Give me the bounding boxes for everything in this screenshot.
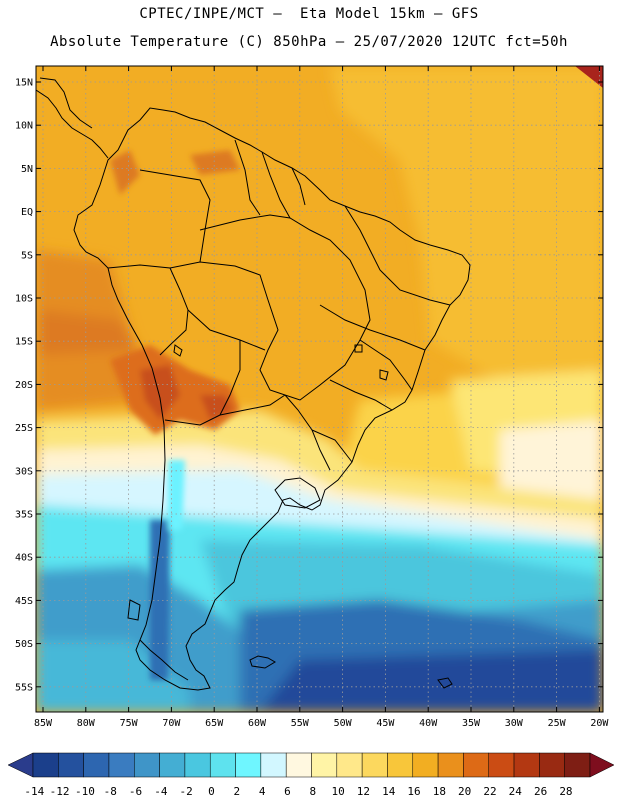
colorbar: -14 -12 -10 -8 -6 -4 -2 0 2 4 6 8 10 12 14 16 18 20 22 24 26… xyxy=(7,752,615,798)
lon-label: 70W xyxy=(162,718,181,729)
lon-label: 80W xyxy=(77,718,96,729)
colorbar-tick-label: 2 xyxy=(233,785,240,798)
colorbar-tick-label: 12 xyxy=(357,785,370,798)
colorbar-swatch xyxy=(488,752,515,778)
colorbar-swatch xyxy=(361,752,388,778)
colorbar-swatch xyxy=(58,752,84,778)
colorbar-swatch xyxy=(539,752,565,778)
colorbar-swatch xyxy=(513,752,540,778)
lat-label: 10S xyxy=(15,294,33,305)
lon-label: 25W xyxy=(548,718,567,729)
lat-label: 10N xyxy=(15,121,33,132)
colorbar-swatch xyxy=(336,752,363,778)
lat-label: 55S xyxy=(15,682,33,693)
colorbar-tick-label: 26 xyxy=(534,785,547,798)
lon-label: 60W xyxy=(248,718,267,729)
lat-label: 50S xyxy=(15,639,33,650)
colorbar-swatch xyxy=(134,752,160,778)
lon-label: 30W xyxy=(505,718,524,729)
lon-label: 65W xyxy=(205,718,224,729)
latitude-axis: 15N 10N 5N EQ 5S 10S 15S 20S 25S 30S 35S 40S 45S 50S 5… xyxy=(15,78,603,693)
colorbar-tick-label: 24 xyxy=(509,785,523,798)
map-subtitle: Absolute Temperature (C) 850hPa – 25/07/… xyxy=(50,34,568,50)
colorbar-tick-label: 0 xyxy=(208,785,215,798)
colorbar-tick-label: 16 xyxy=(407,785,420,798)
colorbar-swatch xyxy=(463,752,489,778)
colorbar-over-arrow xyxy=(589,752,615,778)
colorbar-swatch xyxy=(235,752,262,778)
colorbar-tick-label: -8 xyxy=(104,785,117,798)
lat-label: 45S xyxy=(15,596,33,607)
lat-label: 25S xyxy=(15,423,33,434)
coastlines xyxy=(36,77,471,691)
lon-label: 85W xyxy=(34,718,53,729)
colorbar-tick-label: 14 xyxy=(382,785,396,798)
lat-label: 40S xyxy=(15,553,33,564)
lon-label: 75W xyxy=(120,718,139,729)
colorbar-tick-label: 28 xyxy=(559,785,572,798)
lat-label: 20S xyxy=(15,380,33,391)
lat-label: 30S xyxy=(15,466,33,477)
colorbar-swatch xyxy=(184,752,211,778)
colorbar-swatch xyxy=(83,752,110,778)
colorbar-tick-label: 8 xyxy=(309,785,316,798)
longitude-axis: 85W 80W 75W 70W 65W 60W 55W 50W 45W 40W 35W 30W 25W 2… xyxy=(34,66,609,729)
lon-label: 55W xyxy=(291,718,310,729)
colorbar-tick-label: -2 xyxy=(180,785,193,798)
lon-label: 40W xyxy=(419,718,438,729)
colorbar-tick-label: -12 xyxy=(50,785,70,798)
lat-label: 5S xyxy=(21,250,33,261)
colorbar-swatch xyxy=(159,752,186,778)
colorbar-tick-label: 22 xyxy=(483,785,496,798)
lat-label: 5N xyxy=(21,164,33,175)
colorbar-swatch xyxy=(387,752,414,778)
map-frame xyxy=(35,65,604,713)
colorbar-tick-label: -14 xyxy=(24,785,44,798)
colorbar-swatch xyxy=(412,752,439,778)
colorbar-swatch xyxy=(209,752,236,778)
colorbar-tick-label: 6 xyxy=(284,785,291,798)
colorbar-swatch xyxy=(260,752,287,778)
colorbar-swatch xyxy=(564,752,591,778)
colorbar-tick-label: 18 xyxy=(433,785,446,798)
map-title: CPTEC/INPE/MCT – Eta Model 15km – GFS xyxy=(139,6,479,22)
lon-label: 20W xyxy=(590,718,609,729)
colorbar-swatch xyxy=(437,752,464,778)
colorbar-tick-label: 20 xyxy=(458,785,471,798)
lon-label: 45W xyxy=(376,718,395,729)
colorbar-swatch xyxy=(311,752,338,778)
colorbar-tick-label: 10 xyxy=(331,785,344,798)
temperature-field xyxy=(36,66,603,712)
lon-label: 50W xyxy=(334,718,353,729)
colorbar-swatch xyxy=(108,752,135,778)
colorbar-tick-label: -10 xyxy=(75,785,95,798)
lat-label: EQ xyxy=(21,207,33,218)
lon-label: 35W xyxy=(462,718,481,729)
lat-label: 35S xyxy=(15,510,33,521)
lat-label: 15N xyxy=(15,78,33,89)
lat-label: 15S xyxy=(15,337,33,348)
colorbar-swatch xyxy=(285,752,312,778)
graticule xyxy=(36,66,603,712)
colorbar-tick-label: -6 xyxy=(129,785,142,798)
colorbar-tick-label: -4 xyxy=(154,785,168,798)
colorbar-tick-label: 4 xyxy=(259,785,266,798)
colorbar-swatch xyxy=(32,752,59,778)
colorbar-under-arrow xyxy=(7,752,34,778)
